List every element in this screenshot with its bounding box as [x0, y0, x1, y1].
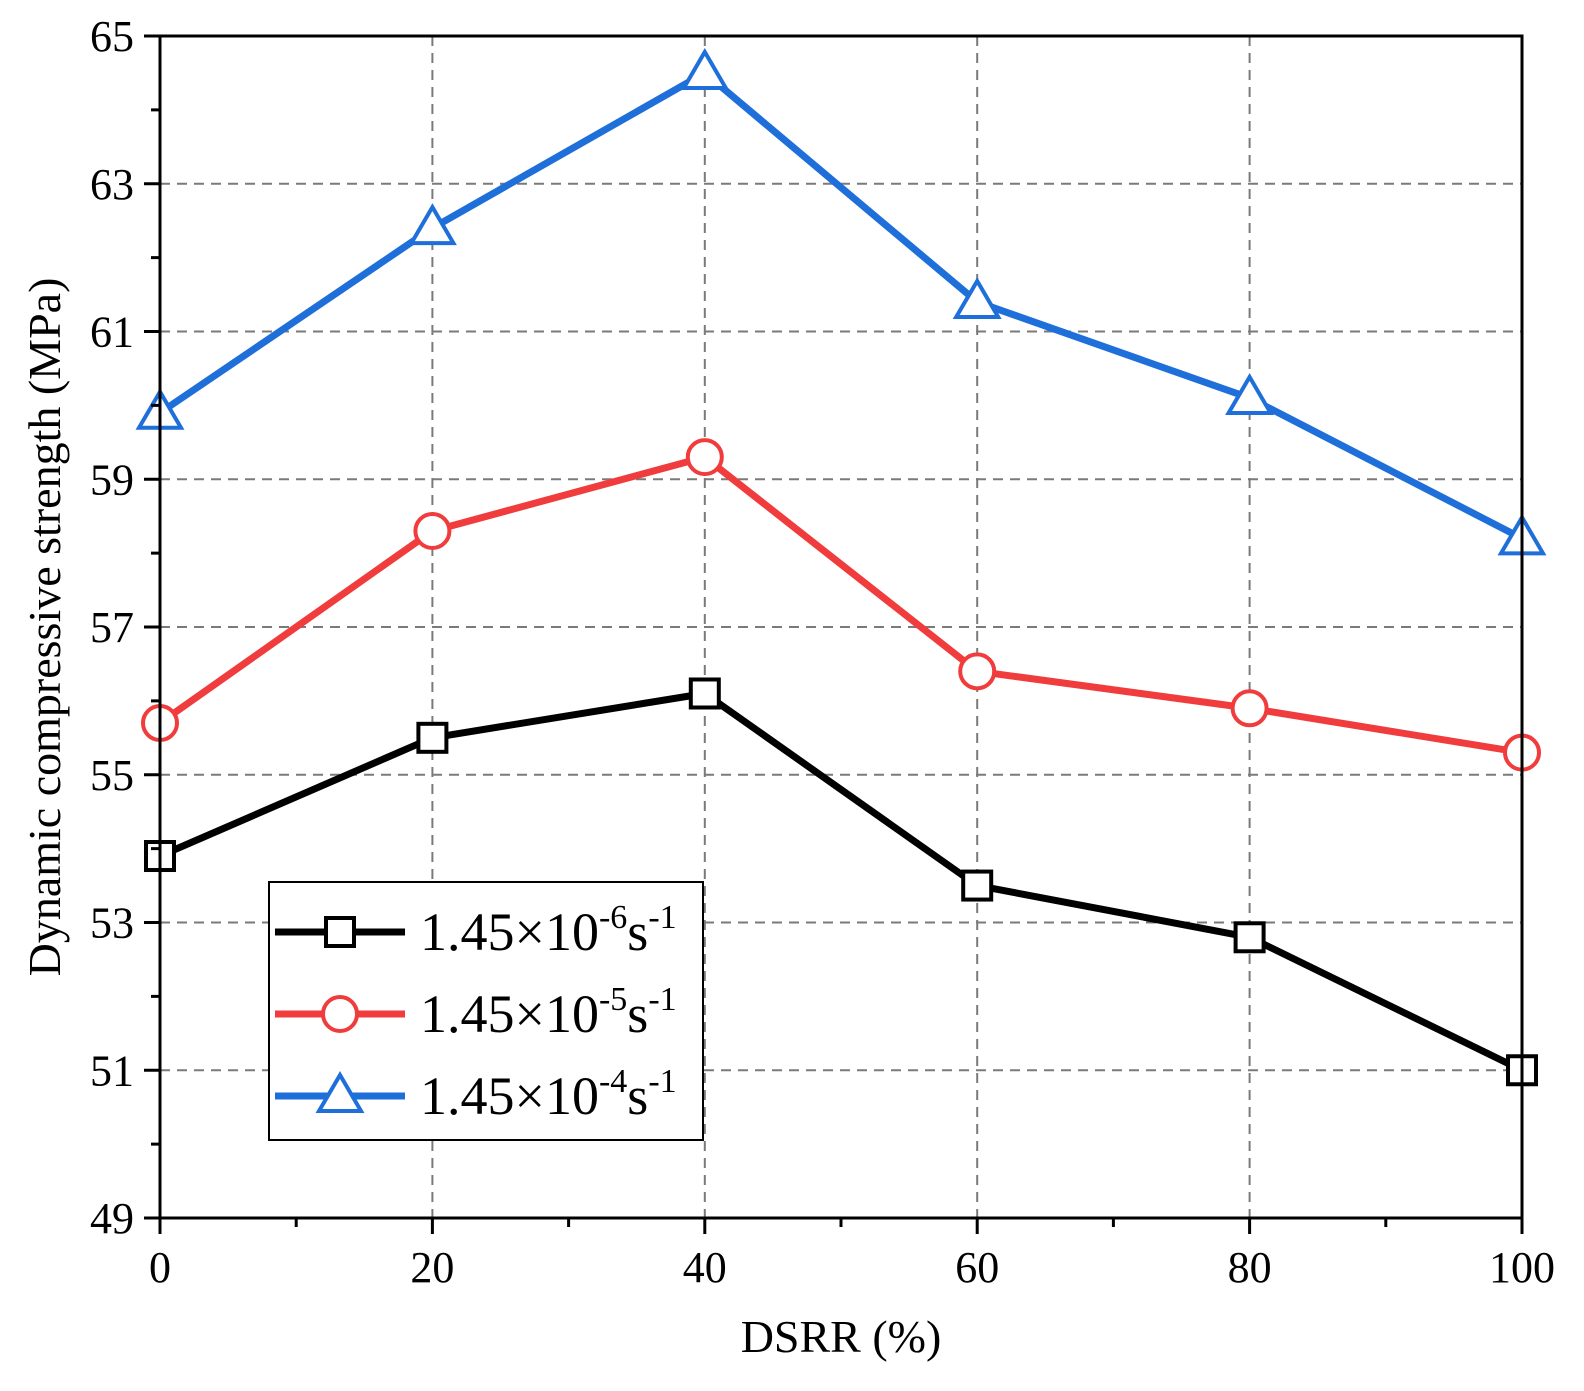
x-axis-title: DSRR (%) — [741, 1311, 942, 1362]
legend: 1.45×10-6s-1 1.45×10-5s-1 1.45×10-4s-1 — [268, 881, 704, 1141]
data-point-square — [416, 721, 449, 754]
y-tick-label: 59 — [90, 455, 134, 504]
x-tick-label: 20 — [410, 1243, 454, 1292]
legend-marker-triangle — [315, 1071, 365, 1113]
data-point-circle — [413, 511, 452, 550]
y-tick-label: 61 — [90, 308, 134, 357]
y-tick-label: 53 — [90, 899, 134, 948]
data-point-triangle — [407, 203, 457, 246]
legend-marker-square — [324, 916, 356, 948]
y-axis-title: Dynamic compressive strength (MPa) — [19, 278, 70, 977]
legend-item: 1.45×10-6s-1 — [275, 899, 677, 962]
x-tick-label: 60 — [955, 1243, 999, 1292]
x-tick-label: 40 — [683, 1243, 727, 1292]
y-tick-label: 55 — [90, 751, 134, 800]
legend-item: 1.45×10-5s-1 — [275, 981, 677, 1044]
data-point-circle — [1230, 689, 1269, 728]
series-line — [157, 453, 1523, 757]
series-line — [158, 69, 1524, 542]
series-triangle — [135, 47, 1547, 556]
data-point-square — [688, 677, 721, 710]
legend-label: 1.45×10-4s-1 — [420, 1063, 677, 1126]
data-point-square — [961, 869, 994, 902]
x-tick-label: 0 — [149, 1243, 171, 1292]
x-tick-label: 80 — [1228, 1243, 1272, 1292]
y-tick-label: 63 — [90, 160, 134, 209]
legend-item: 1.45×10-4s-1 — [275, 1063, 677, 1126]
legend-label: 1.45×10-6s-1 — [420, 899, 677, 962]
y-tick-label: 49 — [90, 1194, 134, 1243]
series-line — [158, 689, 1524, 1074]
y-tick-label: 57 — [90, 603, 134, 652]
y-tick-label: 65 — [90, 12, 134, 61]
data-point-triangle — [952, 276, 1002, 319]
data-point-square — [1233, 921, 1266, 954]
x-tick-label: 100 — [1489, 1243, 1555, 1292]
axis-ticks — [144, 34, 1524, 1234]
data-point-triangle — [1225, 373, 1275, 415]
legend-marker-circle — [321, 995, 359, 1033]
data-point-circle — [685, 438, 724, 477]
data-point-triangle — [680, 47, 730, 90]
series-layer — [135, 47, 1547, 1087]
data-point-circle — [958, 652, 997, 691]
y-tick-label: 51 — [90, 1046, 134, 1095]
series-circle — [141, 438, 1541, 772]
tick-labels: 0 20 40 60 80 100 49 51 53 55 57 59 61 63 65 — [90, 12, 1555, 1292]
legend-label: 1.45×10-5s-1 — [420, 981, 677, 1044]
